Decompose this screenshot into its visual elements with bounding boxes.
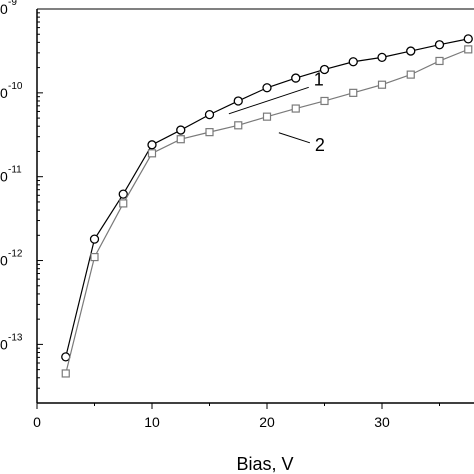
y-tick-label: 0	[0, 336, 8, 352]
y-tick-label: 0	[0, 169, 8, 185]
x-tick-label: 10	[144, 414, 160, 430]
y-tick-label: 0	[0, 1, 8, 17]
annotation-1-leader	[228, 86, 309, 115]
series-1-point	[463, 34, 473, 44]
x-axis-title: Bias, V	[236, 454, 293, 474]
series-2-point	[435, 56, 444, 66]
series-1-point	[434, 40, 445, 50]
series-1-point	[377, 52, 387, 63]
series-1-point	[204, 109, 215, 120]
series-1-point	[291, 73, 301, 83]
y-axis: 0 -90 -100 -110 -120 -13	[0, 0, 43, 404]
series-2-point	[464, 45, 473, 54]
x-tick-label: 0	[33, 414, 41, 430]
series-2-point	[90, 252, 99, 262]
plot-frame	[36, 8, 474, 404]
series-2-point	[406, 70, 415, 79]
series-1-point	[319, 64, 330, 75]
annotation-2-label: 2	[315, 135, 325, 155]
y-tick-exponent: -11	[8, 165, 22, 176]
y-tick-label: 0	[0, 253, 8, 269]
series-1-point	[118, 189, 128, 199]
series-1-point	[406, 46, 416, 56]
y-tick-exponent: -10	[8, 81, 23, 92]
annotation-2-leader	[278, 132, 311, 144]
annotation-layer: 12	[228, 69, 325, 155]
series-1-point	[262, 83, 272, 93]
x-axis: 0 10 20 30	[33, 403, 440, 430]
y-tick-exponent: -9	[8, 0, 17, 8]
y-tick-exponent: -13	[8, 332, 23, 343]
y-tick-exponent: -12	[8, 249, 23, 260]
series-2-point	[176, 135, 185, 144]
y-tick-label: 0	[0, 85, 8, 101]
series-1-point	[147, 140, 157, 150]
series-2-point	[205, 128, 214, 137]
x-tick-label: 20	[259, 414, 275, 430]
x-tick-label: 30	[374, 414, 390, 430]
series-2-point	[147, 149, 157, 158]
series-2-point	[291, 104, 300, 113]
series-2-point	[61, 369, 70, 378]
series-2-point	[377, 80, 387, 89]
series-2-line	[65, 48, 469, 374]
series-1-point	[176, 125, 186, 135]
series-layer	[61, 34, 473, 378]
series-2-point	[119, 199, 128, 208]
series-1-point	[348, 57, 358, 67]
series-2-point	[234, 121, 243, 130]
series-2-point	[320, 96, 329, 106]
series-1-point	[89, 234, 100, 244]
series-1-point	[233, 96, 243, 106]
series-2-point	[349, 88, 358, 97]
annotation-1-label: 1	[314, 69, 324, 89]
series-2-point	[262, 112, 272, 121]
